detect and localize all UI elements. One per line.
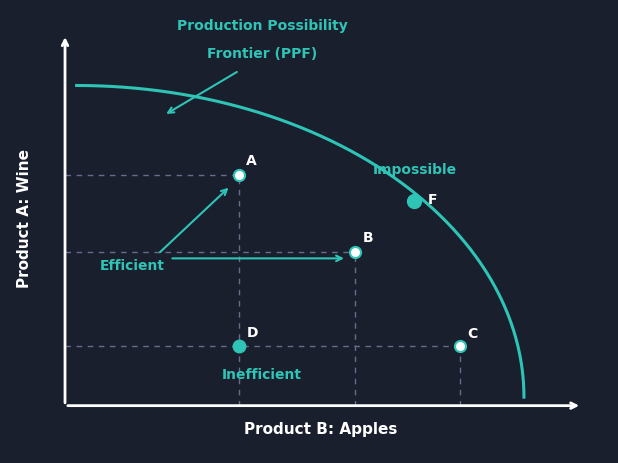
Text: Product B: Apples: Product B: Apples <box>244 420 397 436</box>
Text: Production Possibility: Production Possibility <box>177 19 348 33</box>
Text: A: A <box>246 154 257 168</box>
Text: C: C <box>467 326 477 341</box>
Text: F: F <box>428 193 438 206</box>
Text: Product A: Wine: Product A: Wine <box>17 149 32 288</box>
Text: Inefficient: Inefficient <box>222 367 302 381</box>
Text: Frontier (PPF): Frontier (PPF) <box>208 47 318 61</box>
Text: Impossible: Impossible <box>373 163 457 176</box>
Text: B: B <box>362 231 373 245</box>
Text: Efficient: Efficient <box>100 258 165 272</box>
Text: D: D <box>246 326 258 340</box>
